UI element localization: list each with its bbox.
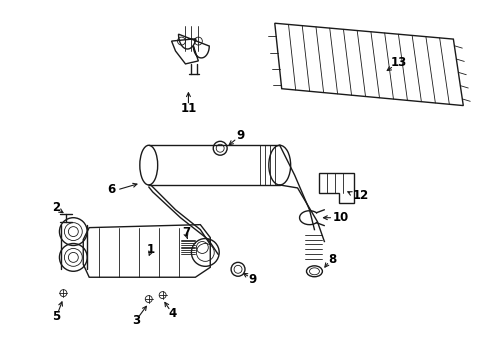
Text: 8: 8 [327,253,336,266]
Text: 2: 2 [52,201,61,214]
Text: 5: 5 [52,310,61,323]
Text: 9: 9 [235,129,244,142]
Text: 12: 12 [352,189,368,202]
Text: 6: 6 [107,184,115,197]
Text: 13: 13 [390,57,406,69]
Text: 3: 3 [131,314,140,327]
Text: 1: 1 [146,243,155,256]
Text: 7: 7 [182,226,190,239]
Text: 10: 10 [332,211,348,224]
Text: 11: 11 [180,102,196,115]
Text: 9: 9 [248,273,257,286]
Text: 4: 4 [168,307,176,320]
